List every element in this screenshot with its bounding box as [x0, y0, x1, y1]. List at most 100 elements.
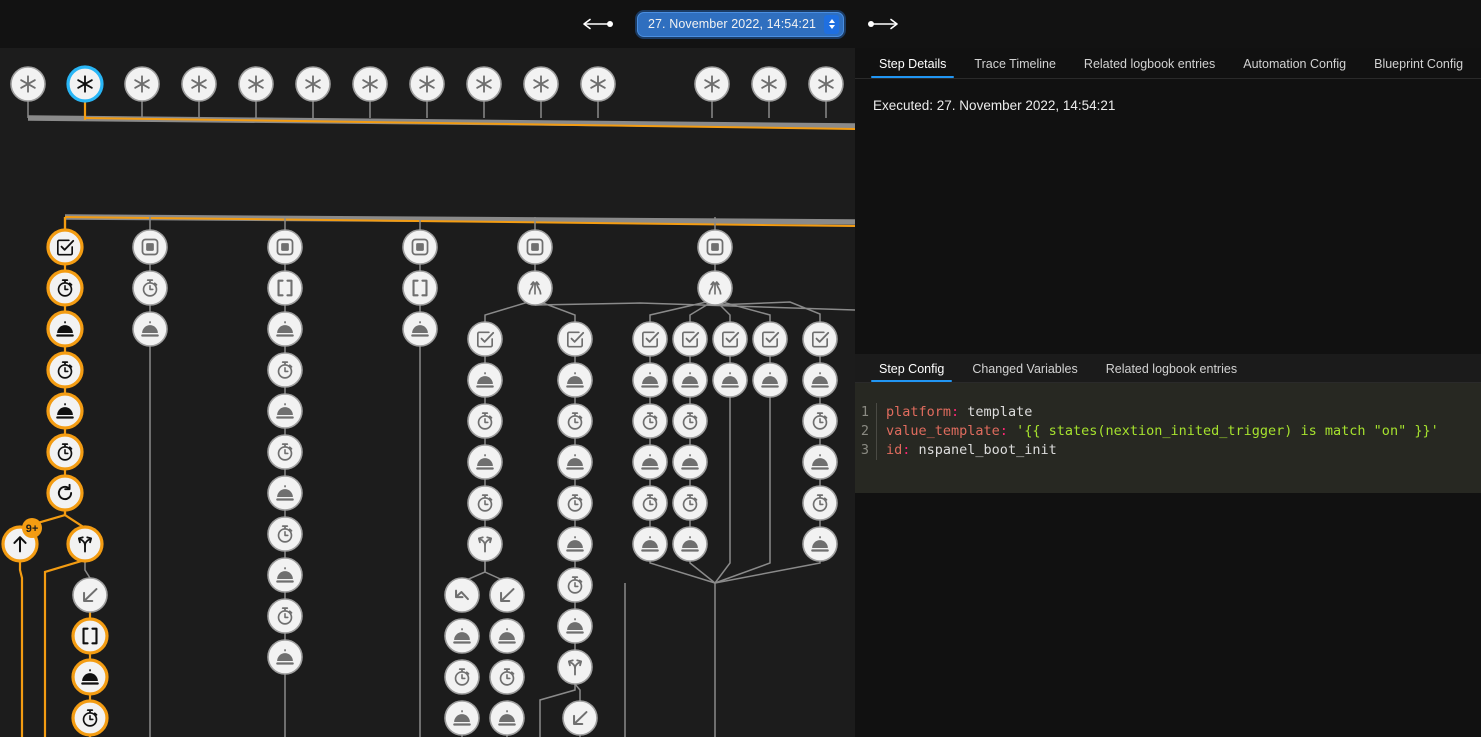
graph-node-check-square[interactable]: [557, 321, 593, 357]
graph-node-service-bell[interactable]: [444, 700, 480, 736]
graph-node-stopwatch[interactable]: [132, 270, 168, 306]
graph-node-arrow-down-left[interactable]: [489, 577, 525, 613]
graph-node-service-bell[interactable]: [752, 362, 788, 398]
tab-trace-timeline[interactable]: Trace Timeline: [974, 56, 1056, 71]
step-config-code[interactable]: 1 platform: template 2 value_template: '{{ …: [855, 383, 1481, 493]
graph-node-stopwatch[interactable]: [467, 403, 503, 439]
graph-node-service-bell[interactable]: [489, 618, 525, 654]
graph-node-check-square[interactable]: [632, 321, 668, 357]
graph-node-arrow-down-left[interactable]: [72, 577, 108, 613]
graph-node-stopwatch[interactable]: [46, 269, 84, 307]
graph-node-asterisk-trigger[interactable]: [694, 66, 730, 102]
graph-node-service-bell[interactable]: [557, 362, 593, 398]
graph-node-asterisk-trigger[interactable]: [124, 66, 160, 102]
graph-node-asterisk-trigger[interactable]: [751, 66, 787, 102]
graph-node-asterisk-trigger[interactable]: [409, 66, 445, 102]
graph-node-stopwatch[interactable]: [802, 403, 838, 439]
graph-node-brackets[interactable]: [402, 270, 438, 306]
graph-node-brackets[interactable]: [71, 617, 109, 655]
step-config-tabs[interactable]: Step Config Changed Variables Related logb…: [855, 354, 1481, 383]
graph-node-stopwatch[interactable]: [632, 485, 668, 521]
graph-node-service-bell[interactable]: [402, 311, 438, 347]
graph-node-service-bell[interactable]: [267, 475, 303, 511]
graph-node-fork[interactable]: [557, 649, 593, 685]
graph-node-stopwatch[interactable]: [489, 659, 525, 695]
graph-node-service-bell[interactable]: [46, 310, 84, 348]
graph-node-service-bell[interactable]: [802, 526, 838, 562]
graph-node-service-bell[interactable]: [489, 700, 525, 736]
graph-node-service-bell[interactable]: [267, 557, 303, 593]
tab-related-logbook-entries[interactable]: Related logbook entries: [1083, 56, 1216, 71]
graph-node-asterisk-trigger[interactable]: [10, 66, 46, 102]
graph-node-stopwatch[interactable]: [557, 485, 593, 521]
graph-node-service-bell[interactable]: [467, 444, 503, 480]
graph-node-square-outline[interactable]: [402, 229, 438, 265]
graph-node-asterisk-trigger[interactable]: [523, 66, 559, 102]
prev-trace-button[interactable]: [579, 14, 619, 34]
graph-node-square-outline[interactable]: [132, 229, 168, 265]
graph-node-stopwatch[interactable]: [46, 351, 84, 389]
graph-node-service-bell[interactable]: [802, 444, 838, 480]
tab-blueprint-config[interactable]: Blueprint Config: [1374, 56, 1464, 71]
graph-node-asterisk-trigger[interactable]: [352, 66, 388, 102]
graph-node-stopwatch[interactable]: [467, 485, 503, 521]
stepper-up-down-icon[interactable]: [824, 14, 840, 34]
graph-node-service-bell[interactable]: [632, 444, 668, 480]
graph-node-service-bell[interactable]: [632, 526, 668, 562]
graph-node-stopwatch[interactable]: [444, 659, 480, 695]
graph-node-service-bell[interactable]: [672, 526, 708, 562]
graph-node-stopwatch[interactable]: [267, 598, 303, 634]
graph-node-service-bell[interactable]: [672, 362, 708, 398]
next-trace-button[interactable]: [862, 14, 902, 34]
graph-node-refresh[interactable]: [46, 474, 84, 512]
graph-node-choose[interactable]: [517, 270, 553, 306]
graph-node-service-bell[interactable]: [632, 362, 668, 398]
graph-node-check-square[interactable]: [712, 321, 748, 357]
graph-node-square-outline[interactable]: [517, 229, 553, 265]
graph-node-stopwatch[interactable]: [71, 699, 109, 737]
graph-node-check-square[interactable]: [672, 321, 708, 357]
graph-node-service-bell[interactable]: [712, 362, 748, 398]
graph-node-service-bell[interactable]: [557, 608, 593, 644]
graph-node-stopwatch[interactable]: [267, 516, 303, 552]
graph-node-service-bell[interactable]: [132, 311, 168, 347]
graph-node-asterisk-trigger[interactable]: [66, 65, 104, 103]
tab-changed-variables[interactable]: Changed Variables: [972, 361, 1078, 376]
graph-node-brackets[interactable]: [267, 270, 303, 306]
graph-node-service-bell[interactable]: [71, 658, 109, 696]
tab-step-details[interactable]: Step Details: [865, 57, 960, 79]
graph-node-service-bell[interactable]: [267, 393, 303, 429]
graph-node-service-bell[interactable]: [557, 526, 593, 562]
graph-node-service-bell[interactable]: [557, 444, 593, 480]
graph-node-fork[interactable]: [66, 525, 104, 563]
graph-node-asterisk-trigger[interactable]: [295, 66, 331, 102]
graph-node-square-outline[interactable]: [267, 229, 303, 265]
tab-related-logbook-entries[interactable]: Related logbook entries: [1105, 361, 1238, 376]
graph-node-arrow-check[interactable]: [444, 577, 480, 613]
graph-node-choose[interactable]: [697, 270, 733, 306]
graph-node-stopwatch[interactable]: [672, 485, 708, 521]
trace-graph-pane[interactable]: 9+: [0, 48, 855, 737]
graph-node-check-square[interactable]: [752, 321, 788, 357]
graph-node-stopwatch[interactable]: [557, 403, 593, 439]
graph-node-service-bell[interactable]: [467, 362, 503, 398]
graph-node-stopwatch[interactable]: [267, 352, 303, 388]
detail-tabs[interactable]: Step Details Trace Timeline Related logboo…: [855, 48, 1481, 79]
graph-node-asterisk-trigger[interactable]: [580, 66, 616, 102]
graph-node-service-bell[interactable]: [444, 618, 480, 654]
tab-automation-config[interactable]: Automation Config: [1243, 56, 1347, 71]
graph-node-check-square[interactable]: [46, 228, 84, 266]
graph-node-stopwatch[interactable]: [802, 485, 838, 521]
graph-node-asterisk-trigger[interactable]: [238, 66, 274, 102]
graph-node-service-bell[interactable]: [672, 444, 708, 480]
graph-node-arrow-down-left[interactable]: [562, 700, 598, 736]
graph-node-check-square[interactable]: [467, 321, 503, 357]
graph-node-service-bell[interactable]: [802, 362, 838, 398]
graph-node-stopwatch[interactable]: [557, 567, 593, 603]
tab-step-config[interactable]: Step Config: [865, 362, 958, 383]
graph-nodes[interactable]: 9+: [1, 65, 844, 737]
graph-node-asterisk-trigger[interactable]: [808, 66, 844, 102]
graph-node-asterisk-trigger[interactable]: [181, 66, 217, 102]
graph-node-stopwatch[interactable]: [46, 433, 84, 471]
graph-node-asterisk-trigger[interactable]: [466, 66, 502, 102]
